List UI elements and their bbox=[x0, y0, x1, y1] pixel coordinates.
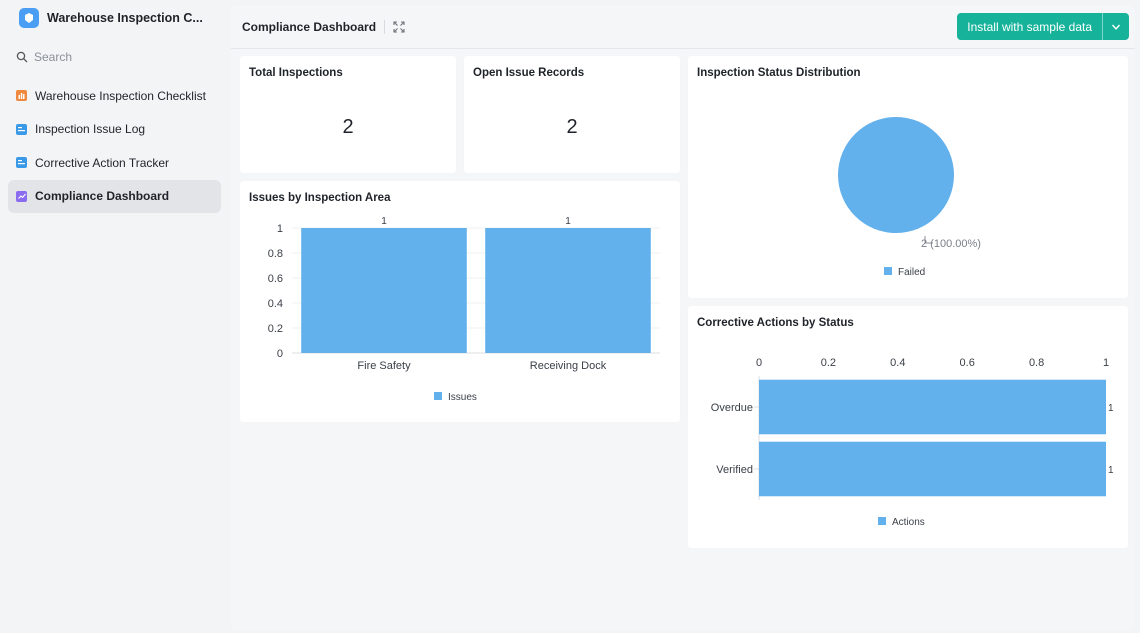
legend-label: Actions bbox=[892, 517, 925, 528]
data-label: 1 bbox=[1108, 465, 1114, 476]
issues-by-area-chart: 0 0.2 0.4 0.6 0.8 1 1 Fire Safety 1 Receiving Doc… bbox=[268, 216, 660, 403]
x-tick-label: 0.8 bbox=[1029, 357, 1044, 369]
legend-label: Issues bbox=[448, 392, 477, 403]
x-tick-label: 1 bbox=[1103, 357, 1109, 369]
x-tick-label: 0 bbox=[756, 357, 762, 369]
card-title: Issues by Inspection Area bbox=[249, 192, 391, 204]
legend-label: Failed bbox=[898, 267, 925, 278]
y-tick-label: Overdue bbox=[711, 402, 753, 414]
card-title: Open Issue Records bbox=[473, 67, 585, 79]
table-icon bbox=[16, 90, 27, 101]
issues-by-area-card: Issues by Inspection Area 0 0.2 0.4 0.6 0.8 1… bbox=[240, 181, 680, 422]
open-issues-value: 2 bbox=[566, 116, 578, 138]
legend-swatch bbox=[884, 267, 892, 275]
y-tick-label: Verified bbox=[716, 464, 753, 476]
dashboard-icon bbox=[16, 190, 27, 202]
sidebar-nav: Warehouse Inspection Checklist Inspectio… bbox=[8, 79, 221, 213]
actions-by-status-chart: 0 0.2 0.4 0.6 0.8 1 Overdue 1 Verified 1 Actions bbox=[711, 357, 1114, 528]
y-tick-label: 1 bbox=[277, 223, 283, 235]
total-inspections-value: 2 bbox=[342, 116, 354, 138]
legend-swatch bbox=[434, 392, 442, 400]
x-tick-label: 0.2 bbox=[821, 357, 836, 369]
sidebar-item-warehouse-inspection-checklist[interactable]: Warehouse Inspection Checklist bbox=[8, 79, 221, 112]
chevron-down-icon bbox=[1111, 24, 1121, 30]
data-label: 1 bbox=[1108, 403, 1114, 414]
legend-swatch bbox=[878, 517, 886, 525]
actions-by-status-card: Corrective Actions by Status 0 0.2 0.4 0.6 0… bbox=[688, 306, 1128, 548]
app-header[interactable]: Warehouse Inspection C... bbox=[12, 6, 203, 30]
search-input[interactable]: Search bbox=[16, 50, 72, 64]
y-tick-label: 0.4 bbox=[268, 298, 283, 310]
header-divider bbox=[384, 19, 386, 34]
x-tick-label: Fire Safety bbox=[357, 360, 411, 372]
x-tick-label: 0.6 bbox=[960, 357, 975, 369]
bar bbox=[759, 379, 1106, 435]
open-issues-card: Open Issue Records 2 bbox=[464, 56, 680, 173]
sidebar-item-label: Compliance Dashboard bbox=[35, 189, 170, 203]
sidebar-item-label: Inspection Issue Log bbox=[35, 122, 146, 136]
sidebar-item-inspection-issue-log[interactable]: Inspection Issue Log bbox=[8, 113, 221, 146]
sidebar-item-compliance-dashboard[interactable]: Compliance Dashboard bbox=[8, 179, 221, 213]
install-options-dropdown[interactable] bbox=[1103, 13, 1129, 40]
status-distribution-chart: 2 (100.00%) Failed bbox=[838, 117, 981, 278]
sidebar-item-corrective-action-tracker[interactable]: Corrective Action Tracker bbox=[8, 146, 221, 179]
sidebar-item-label: Corrective Action Tracker bbox=[35, 155, 170, 170]
y-tick-label: 0.6 bbox=[268, 273, 283, 285]
card-title: Corrective Actions by Status bbox=[697, 317, 854, 329]
y-tick-label: 0.8 bbox=[268, 248, 283, 260]
page-header: Compliance Dashboard Install with sample… bbox=[231, 5, 1135, 49]
pie-data-label: 2 (100.00%) bbox=[921, 238, 981, 250]
install-sample-data-button[interactable]: Install with sample data bbox=[957, 13, 1103, 40]
bar bbox=[301, 228, 467, 353]
app-title: Warehouse Inspection C... bbox=[47, 11, 203, 25]
data-label: 1 bbox=[381, 216, 387, 227]
data-label: 1 bbox=[565, 216, 571, 227]
status-distribution-card: Inspection Status Distribution 2 (100.00… bbox=[688, 56, 1128, 298]
main-panel: Compliance Dashboard Install with sample… bbox=[231, 5, 1135, 630]
bar bbox=[485, 228, 651, 353]
sidebar-item-label: Warehouse Inspection Checklist bbox=[35, 88, 206, 103]
y-tick-label: 0 bbox=[277, 348, 283, 360]
bar bbox=[759, 441, 1106, 497]
form-icon bbox=[16, 123, 27, 135]
search-icon bbox=[16, 51, 28, 63]
total-inspections-card: Total Inspections 2 bbox=[240, 56, 456, 173]
form-icon bbox=[16, 157, 27, 168]
card-title: Inspection Status Distribution bbox=[697, 67, 861, 79]
install-button-group: Install with sample data bbox=[957, 13, 1129, 40]
sidebar: Warehouse Inspection C... Search Warehou… bbox=[0, 0, 231, 633]
y-tick-label: 0.2 bbox=[268, 323, 283, 335]
search-placeholder: Search bbox=[34, 50, 73, 64]
pie-slice bbox=[838, 117, 954, 233]
page-title: Compliance Dashboard bbox=[242, 19, 377, 34]
fullscreen-icon[interactable] bbox=[393, 20, 405, 33]
card-title: Total Inspections bbox=[249, 67, 343, 79]
pie-leader-line bbox=[924, 236, 933, 244]
x-tick-label: 0.4 bbox=[890, 357, 905, 369]
app-logo-icon bbox=[19, 8, 39, 28]
x-tick-label: Receiving Dock bbox=[530, 360, 607, 372]
